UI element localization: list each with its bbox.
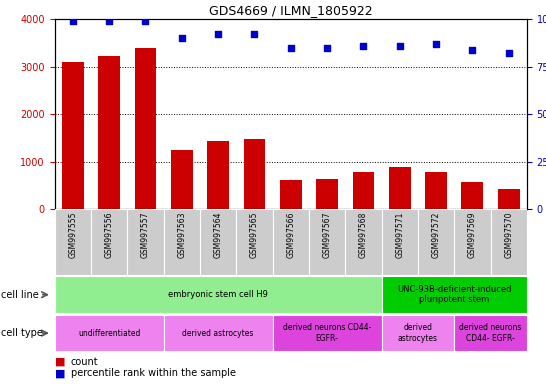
Text: GSM997564: GSM997564	[213, 211, 223, 258]
Text: derived neurons
CD44- EGFR-: derived neurons CD44- EGFR-	[459, 323, 522, 343]
Bar	[98, 56, 120, 209]
Bar	[353, 172, 375, 209]
Bar	[498, 189, 520, 209]
Bar	[164, 209, 200, 275]
Text: percentile rank within the sample: percentile rank within the sample	[71, 368, 236, 378]
Bar	[389, 167, 411, 209]
Text: GSM997556: GSM997556	[105, 211, 114, 258]
Bar	[244, 139, 265, 209]
Point	[395, 43, 404, 49]
Bar	[382, 209, 418, 275]
Text: GSM997566: GSM997566	[286, 211, 295, 258]
Bar	[425, 172, 447, 209]
Bar	[316, 179, 338, 209]
Bar	[236, 209, 272, 275]
Bar	[382, 276, 527, 313]
Point	[68, 18, 77, 24]
Bar	[207, 141, 229, 209]
Text: GSM997567: GSM997567	[323, 211, 331, 258]
Text: derived
astrocytes: derived astrocytes	[398, 323, 438, 343]
Bar	[454, 209, 490, 275]
Text: derived astrocytes: derived astrocytes	[182, 329, 254, 338]
Point	[141, 18, 150, 24]
Bar	[91, 209, 127, 275]
Bar	[55, 276, 382, 313]
Point	[250, 31, 259, 38]
Bar	[382, 315, 454, 351]
Text: cell type: cell type	[1, 328, 43, 338]
Bar	[127, 209, 164, 275]
Point	[177, 35, 186, 41]
Text: cell line: cell line	[1, 290, 39, 300]
Point	[505, 50, 513, 56]
Text: GSM997557: GSM997557	[141, 211, 150, 258]
Bar	[134, 48, 156, 209]
Text: embryonic stem cell H9: embryonic stem cell H9	[168, 290, 268, 299]
Point	[213, 31, 222, 38]
Text: derived neurons CD44-
EGFR-: derived neurons CD44- EGFR-	[283, 323, 371, 343]
Bar	[164, 315, 272, 351]
Bar	[272, 315, 382, 351]
Text: GSM997555: GSM997555	[68, 211, 78, 258]
Bar	[454, 315, 527, 351]
Point	[286, 45, 295, 51]
Bar	[62, 62, 84, 209]
Bar	[418, 209, 454, 275]
Text: GSM997570: GSM997570	[504, 211, 513, 258]
Text: GSM997565: GSM997565	[250, 211, 259, 258]
Text: GSM997563: GSM997563	[177, 211, 186, 258]
Text: GSM997571: GSM997571	[395, 211, 404, 258]
Point	[432, 41, 441, 47]
Bar	[280, 180, 301, 209]
Bar	[200, 209, 236, 275]
Text: ■: ■	[55, 368, 65, 378]
Bar	[309, 209, 345, 275]
Text: GSM997568: GSM997568	[359, 211, 368, 258]
Point	[359, 43, 368, 49]
Bar	[55, 209, 91, 275]
Text: GSM997569: GSM997569	[468, 211, 477, 258]
Bar	[55, 315, 164, 351]
Title: GDS4669 / ILMN_1805922: GDS4669 / ILMN_1805922	[209, 3, 372, 17]
Bar	[272, 209, 309, 275]
Point	[468, 46, 477, 53]
Text: count: count	[71, 357, 99, 367]
Bar	[461, 182, 483, 209]
Bar	[345, 209, 382, 275]
Bar	[171, 150, 193, 209]
Text: ■: ■	[55, 357, 65, 367]
Text: UNC-93B-deficient-induced
pluripotent stem: UNC-93B-deficient-induced pluripotent st…	[397, 285, 512, 305]
Point	[105, 18, 114, 24]
Text: undifferentiated: undifferentiated	[78, 329, 140, 338]
Point	[323, 45, 331, 51]
Bar	[490, 209, 527, 275]
Text: GSM997572: GSM997572	[431, 211, 441, 258]
